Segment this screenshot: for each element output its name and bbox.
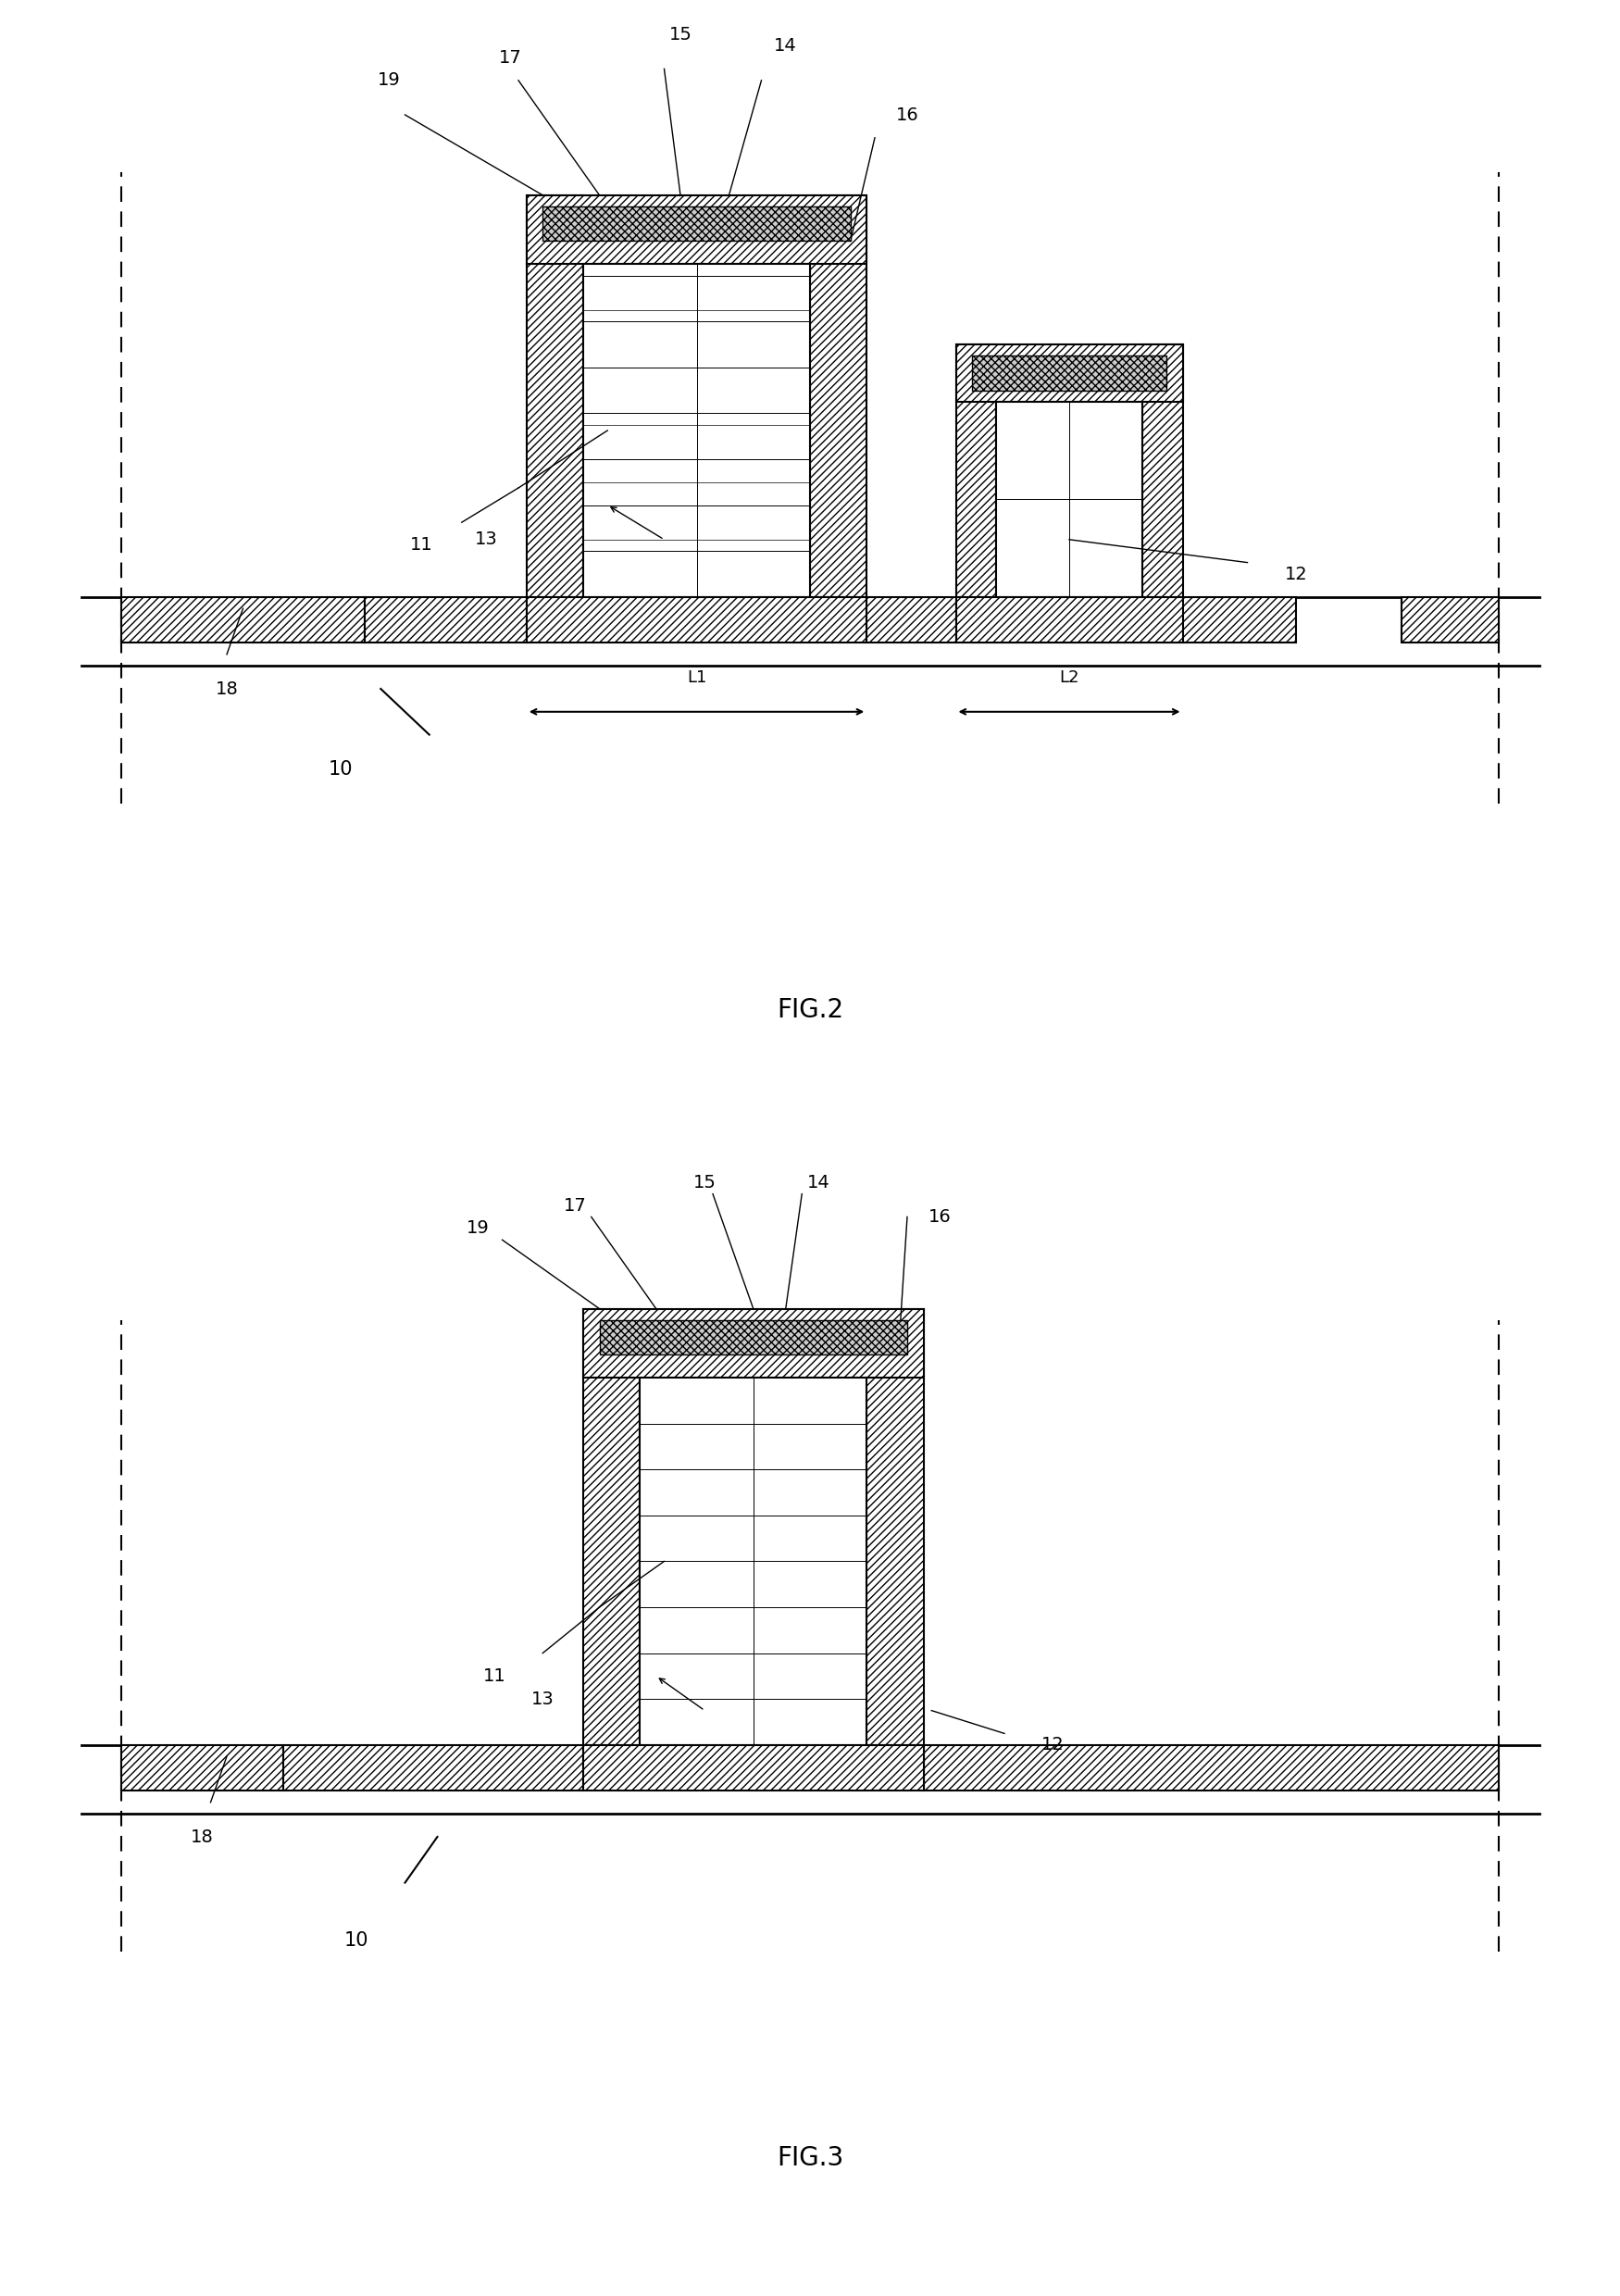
Text: 13: 13 (531, 1690, 554, 1708)
Text: 17: 17 (564, 1196, 586, 1215)
Bar (972, 356, 1166, 390)
Bar (996, 402, 1142, 597)
Bar (526, 195, 867, 264)
Bar (640, 1378, 867, 1745)
Text: 12: 12 (1285, 565, 1307, 583)
Text: 11: 11 (483, 1667, 505, 1685)
Text: 14: 14 (774, 37, 797, 55)
Text: 15: 15 (693, 1173, 716, 1192)
Bar (583, 264, 810, 597)
Text: 13: 13 (475, 530, 497, 549)
Text: 19: 19 (467, 1219, 489, 1238)
Bar (956, 344, 1183, 402)
Bar (364, 597, 526, 643)
Bar (810, 195, 867, 597)
Text: 16: 16 (896, 106, 919, 124)
Bar (122, 1745, 284, 1791)
Bar (526, 597, 867, 643)
Bar (867, 597, 956, 643)
Bar (583, 1745, 923, 1791)
Bar (583, 1309, 640, 1745)
Bar (956, 597, 1183, 643)
Text: 17: 17 (499, 48, 522, 67)
Text: 15: 15 (669, 25, 692, 44)
Text: 16: 16 (928, 1208, 951, 1226)
Text: 11: 11 (410, 537, 433, 553)
Bar (1401, 597, 1498, 643)
Bar (284, 1745, 583, 1791)
Bar (122, 597, 365, 643)
Bar (1142, 344, 1183, 597)
Text: 18: 18 (215, 680, 238, 698)
Bar (526, 195, 583, 597)
Text: 14: 14 (807, 1173, 829, 1192)
Text: 19: 19 (377, 71, 400, 90)
Bar (972, 597, 1296, 643)
Text: FIG.3: FIG.3 (776, 2144, 844, 2172)
Text: L2: L2 (1059, 668, 1079, 687)
Bar (599, 1320, 907, 1355)
Text: 10: 10 (343, 1931, 369, 1949)
Text: L1: L1 (687, 668, 706, 687)
Bar (867, 1309, 923, 1745)
Text: 18: 18 (191, 1828, 214, 1846)
Bar (956, 344, 996, 597)
Bar (583, 1309, 923, 1378)
Bar (923, 1745, 1498, 1791)
Text: 12: 12 (1042, 1736, 1064, 1754)
Bar (543, 207, 850, 241)
Text: 10: 10 (327, 760, 353, 778)
Text: FIG.2: FIG.2 (776, 996, 844, 1024)
